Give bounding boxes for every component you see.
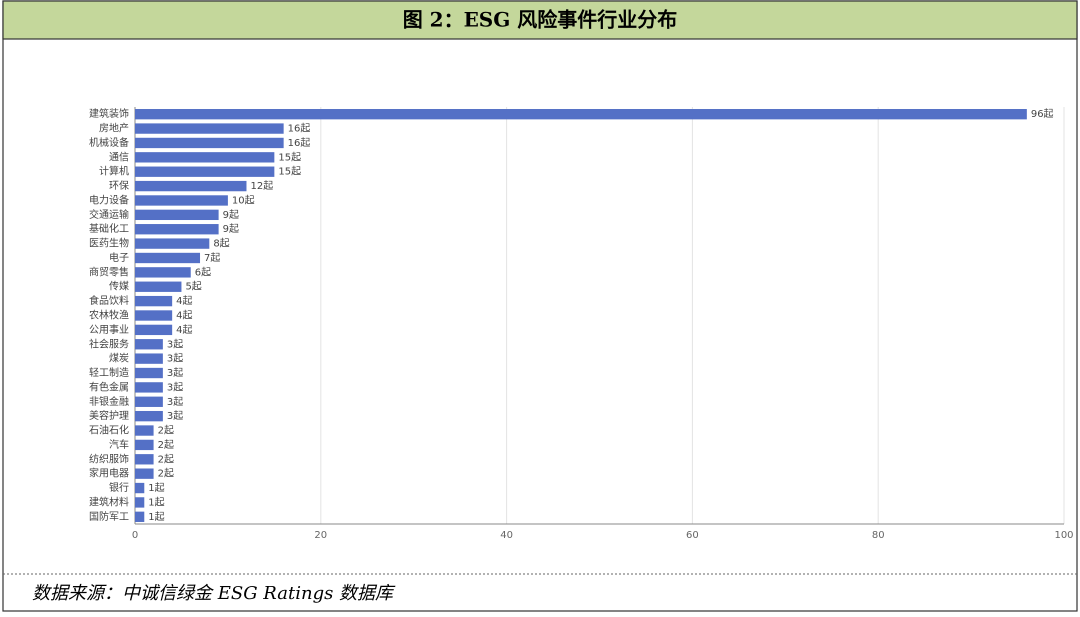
y-tick-label: 石油石化 <box>89 424 129 437</box>
bar <box>135 295 173 307</box>
chart-title: 图 2：ESG 风险事件行业分布 <box>403 8 678 32</box>
title-band <box>2 0 1078 40</box>
value-label: 6起 <box>195 266 211 278</box>
bar <box>135 454 154 465</box>
value-label: 16起 <box>288 137 311 149</box>
y-tick-label: 建筑材料 <box>89 495 129 508</box>
bar <box>135 281 182 292</box>
bar <box>135 123 284 134</box>
value-label: 15起 <box>278 166 301 178</box>
value-label: 3起 <box>167 338 183 350</box>
value-label: 1起 <box>148 496 164 508</box>
value-label: 3起 <box>167 396 183 408</box>
bar <box>135 497 145 508</box>
y-tick-label: 商贸零售 <box>89 265 129 278</box>
value-label: 4起 <box>176 324 192 336</box>
bar <box>135 267 191 278</box>
bar <box>135 367 163 379</box>
y-tick-label: 基础化工 <box>89 222 129 235</box>
y-tick-label: 轻工制造 <box>89 366 129 379</box>
value-label: 2起 <box>158 453 174 465</box>
bar <box>135 310 173 321</box>
x-tick-label: 60 <box>686 530 699 541</box>
y-tick-label: 房地产 <box>99 122 129 135</box>
value-label: 2起 <box>158 439 174 451</box>
y-tick-label: 环保 <box>109 179 129 192</box>
value-label: 4起 <box>176 310 192 322</box>
source-note: 数据来源：中诚信绿金 ESG Ratings 数据库 <box>32 583 396 604</box>
bar <box>135 224 219 235</box>
bar <box>135 166 275 177</box>
value-label: 8起 <box>213 238 229 250</box>
y-tick-label: 纺织服饰 <box>89 452 129 465</box>
y-tick-label: 医药生物 <box>89 237 129 250</box>
bar <box>135 152 275 163</box>
y-tick-label: 美容护理 <box>89 409 129 422</box>
value-label: 7起 <box>204 252 220 264</box>
value-label: 96起 <box>1031 108 1054 120</box>
value-label: 1起 <box>148 511 164 523</box>
bar <box>135 439 154 451</box>
bar <box>135 180 247 192</box>
y-tick-label: 通信 <box>109 151 129 163</box>
y-tick-label: 公用事业 <box>89 323 129 336</box>
bar <box>135 410 163 422</box>
value-label: 12起 <box>250 180 273 192</box>
value-label: 1起 <box>148 482 164 494</box>
y-tick-label: 煤炭 <box>109 352 129 365</box>
bar <box>135 339 163 350</box>
value-label: 3起 <box>167 381 183 393</box>
bar <box>135 209 219 221</box>
bar <box>135 109 1027 120</box>
bar <box>135 353 163 364</box>
bar <box>135 252 201 264</box>
y-tick-label: 食品饮料 <box>89 294 129 307</box>
y-tick-label: 农林牧渔 <box>89 309 129 322</box>
bar <box>135 468 154 479</box>
y-tick-label: 国防军工 <box>89 510 129 523</box>
bar <box>135 482 145 494</box>
value-label: 3起 <box>167 353 183 365</box>
y-tick-label: 机械设备 <box>89 136 129 149</box>
bar <box>135 425 154 436</box>
bar <box>135 324 173 336</box>
y-tick-label: 传媒 <box>109 281 129 293</box>
x-tick-label: 20 <box>314 530 327 541</box>
x-tick-label: 80 <box>872 530 885 541</box>
y-tick-label: 电子 <box>109 251 129 264</box>
bar <box>135 137 284 149</box>
value-label: 5起 <box>185 281 201 293</box>
bar <box>135 382 163 393</box>
bar <box>135 238 210 249</box>
y-tick-label: 计算机 <box>99 165 129 178</box>
y-tick-label: 有色金属 <box>89 380 129 393</box>
value-label: 9起 <box>223 223 239 235</box>
y-tick-label: 建筑装饰 <box>89 107 129 120</box>
y-tick-label: 社会服务 <box>89 337 129 350</box>
bar <box>135 396 163 407</box>
y-tick-label: 汽车 <box>109 438 129 451</box>
value-label: 4起 <box>176 295 192 307</box>
value-label: 15起 <box>278 151 301 163</box>
x-tick-label: 100 <box>1054 530 1073 541</box>
y-tick-label: 银行 <box>109 481 129 494</box>
y-tick-label: 非银金融 <box>89 395 129 408</box>
value-label: 3起 <box>167 410 183 422</box>
value-label: 16起 <box>288 123 311 135</box>
value-label: 9起 <box>223 209 239 221</box>
value-label: 2起 <box>158 425 174 437</box>
x-tick-label: 0 <box>132 530 138 541</box>
x-tick-label: 40 <box>500 530 513 541</box>
y-tick-label: 交通运输 <box>89 208 129 221</box>
bar <box>135 195 228 206</box>
y-tick-label: 家用电器 <box>89 467 129 480</box>
y-tick-label: 电力设备 <box>89 193 129 206</box>
value-label: 3起 <box>167 367 183 379</box>
value-label: 10起 <box>232 194 255 206</box>
value-label: 2起 <box>158 468 174 480</box>
bar <box>135 511 145 522</box>
